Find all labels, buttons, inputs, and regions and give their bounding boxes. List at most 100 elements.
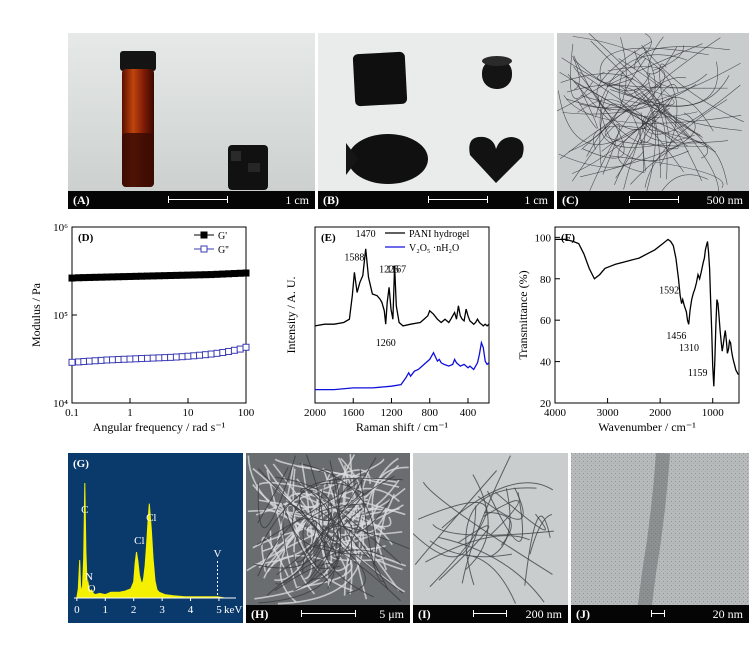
peak-annotation: 1588	[344, 253, 364, 264]
caption-bar-i: (I) 200 nm	[413, 605, 568, 623]
g-double-prime-point	[178, 353, 186, 361]
caption-bar-b: (B) 1 cm	[318, 191, 554, 209]
g-double-prime-point	[225, 347, 233, 355]
panel-label-c: (C)	[562, 193, 579, 207]
y-tick-label: 20	[540, 398, 552, 410]
caption-bar-a: (A) 1 cm	[68, 191, 315, 209]
g-double-prime-point	[97, 356, 105, 364]
x-tick-label: 1	[127, 407, 133, 419]
peak-label: N	[85, 571, 93, 583]
g-prime-point	[68, 274, 76, 282]
g-prime-point	[120, 273, 128, 281]
scale-text-h: 5 μm	[379, 607, 404, 621]
g-double-prime-point	[213, 349, 221, 357]
g-double-prime-point	[196, 351, 204, 359]
scale-text-c: 500 nm	[706, 193, 743, 207]
peak-annotation: 1456	[666, 331, 686, 342]
tem-image-fibers	[413, 453, 568, 623]
g-prime-point	[219, 270, 227, 278]
legend-marker	[200, 231, 208, 239]
g-prime-point	[196, 271, 204, 279]
x-tick-label: 3	[159, 604, 165, 616]
y-axis-label: Transmittance (%)	[516, 270, 530, 359]
scale-text-i: 200 nm	[525, 607, 562, 621]
panel-label-i: (I)	[418, 607, 431, 621]
x-tick-label: 1600	[342, 407, 365, 419]
scale-bar-c	[629, 196, 679, 203]
x-tick-label: 2000	[649, 407, 672, 419]
g-prime-point	[161, 272, 169, 280]
x-axis-label: Wavenumber / cm⁻¹	[598, 420, 696, 434]
y-tick-label: 10⁶	[53, 222, 68, 234]
x-unit-label: keV	[224, 604, 242, 616]
x-axis-label: Angular frequency / rad s⁻¹	[93, 420, 226, 434]
y-tick-label: 100	[535, 232, 552, 244]
g-double-prime-point	[242, 343, 250, 351]
x-tick-label: 400	[460, 407, 477, 419]
g-prime-point	[91, 273, 99, 281]
g-double-prime-point	[201, 351, 209, 359]
g-prime-point	[213, 270, 221, 278]
peak-annotation: 1225	[379, 264, 399, 275]
tem-image-nanofibers	[557, 33, 749, 209]
peak-label: Cl	[134, 535, 144, 547]
legend-label: V₂O₅ ·nH₂O	[409, 243, 459, 254]
g-prime-point	[109, 273, 117, 281]
g-double-prime-point	[155, 354, 163, 362]
g-prime-point	[143, 272, 151, 280]
legend-label: G'	[218, 231, 227, 242]
panel-a: (A) 1 cm	[68, 33, 315, 209]
caption-bar-h: (H) 5 μm	[246, 605, 410, 623]
g-double-prime-point	[114, 356, 122, 364]
g-prime-point	[126, 272, 134, 280]
x-tick-label: 3000	[597, 407, 620, 419]
g-prime-point	[80, 274, 88, 282]
x-tick-label: 1000	[702, 407, 725, 419]
g-prime-point	[155, 272, 163, 280]
peak-annotation: 1592	[659, 285, 679, 296]
x-tick-label: 4	[188, 604, 194, 616]
scale-text-j: 20 nm	[712, 607, 743, 621]
g-prime-point	[190, 271, 198, 279]
g-prime-point	[103, 273, 111, 281]
g-double-prime-point	[230, 346, 238, 354]
panel-h: (H) 5 μm	[246, 453, 410, 623]
scale-bar-j	[651, 610, 665, 617]
panel-label-b: (B)	[323, 193, 339, 207]
caption-bar-c: (C) 500 nm	[557, 191, 749, 209]
y-tick-label: 40	[540, 357, 552, 369]
peak-annotation: 1470	[356, 229, 376, 240]
x-tick-label: 800	[421, 407, 438, 419]
panel-i: (I) 200 nm	[413, 453, 568, 623]
g-prime-point	[149, 272, 157, 280]
scale-bar-i	[473, 610, 507, 617]
panel-label-a: (A)	[73, 193, 90, 207]
chart-raman: 2000 1600 1200 800 400 Raman shift / cm⁻¹ Inte…	[284, 226, 490, 434]
hrtem-image	[571, 453, 749, 623]
g-prime-point	[236, 269, 244, 277]
peak-label: V	[214, 548, 222, 560]
g-prime-point	[138, 272, 146, 280]
g-prime-point	[230, 270, 238, 278]
g-double-prime-point	[138, 355, 146, 363]
peak-annotation: 1310	[679, 343, 699, 354]
g-prime-point	[242, 269, 250, 277]
g-double-prime-point	[190, 352, 198, 360]
g-double-prime-point	[91, 357, 99, 365]
g-double-prime-point	[80, 358, 88, 366]
g-double-prime-point	[109, 356, 117, 364]
scale-text-b: 1 cm	[524, 193, 548, 207]
g-prime-point	[132, 272, 140, 280]
g-double-prime-point	[161, 354, 169, 362]
x-tick-label: 100	[238, 407, 255, 419]
peak-label: O	[88, 583, 96, 595]
g-prime-point	[97, 273, 105, 281]
x-tick-label: 5	[216, 604, 222, 616]
g-double-prime-point	[120, 355, 128, 363]
x-tick-label: 2	[131, 604, 137, 616]
y-tick-label: 80	[540, 274, 552, 286]
x-tick-label: 10	[183, 407, 195, 419]
g-double-prime-point	[68, 358, 76, 366]
edx-spectrum	[76, 482, 234, 599]
